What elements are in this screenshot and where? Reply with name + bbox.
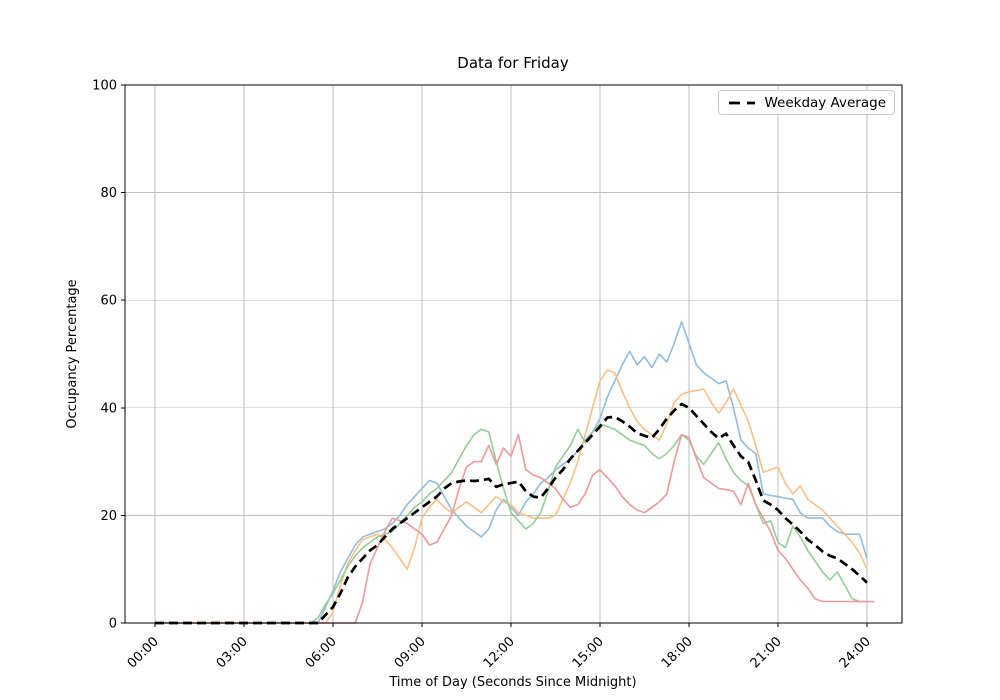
x-tick-label: 18:00 <box>659 634 696 671</box>
x-tick-label: 12:00 <box>481 634 518 671</box>
x-tick-label: 09:00 <box>392 634 429 671</box>
series-line-day-series-red <box>155 433 875 624</box>
tick-layer: 00:00 03:00 06:00 09:00 12:00 15:00 18:00 21:00… <box>92 79 874 672</box>
x-tick-label: 03:00 <box>214 634 251 671</box>
y-tick-label: 100 <box>92 79 117 94</box>
series-layer <box>155 320 875 625</box>
legend-dashed-line-icon <box>729 101 756 104</box>
x-tick-label: 06:00 <box>303 634 340 671</box>
y-tick-label: 0 <box>109 617 117 632</box>
x-tick-label: 15:00 <box>570 634 607 671</box>
legend-label: Weekday Average <box>764 94 886 111</box>
x-axis-label: Time of Day (Seconds Since Midnight) <box>388 675 636 690</box>
y-tick-label: 80 <box>100 186 117 201</box>
chart-title: Data for Friday <box>457 54 569 72</box>
y-tick-label: 20 <box>100 509 117 524</box>
y-tick-label: 40 <box>100 401 117 416</box>
x-tick-label: 24:00 <box>837 634 874 671</box>
plot-border <box>124 84 903 624</box>
y-tick-label: 60 <box>100 294 117 309</box>
x-tick-label: 21:00 <box>748 634 785 671</box>
x-tick-label: 00:00 <box>125 634 162 671</box>
legend: Weekday Average <box>718 90 895 115</box>
y-axis-label: Occupancy Percentage <box>65 279 80 428</box>
grid-layer <box>125 84 902 624</box>
